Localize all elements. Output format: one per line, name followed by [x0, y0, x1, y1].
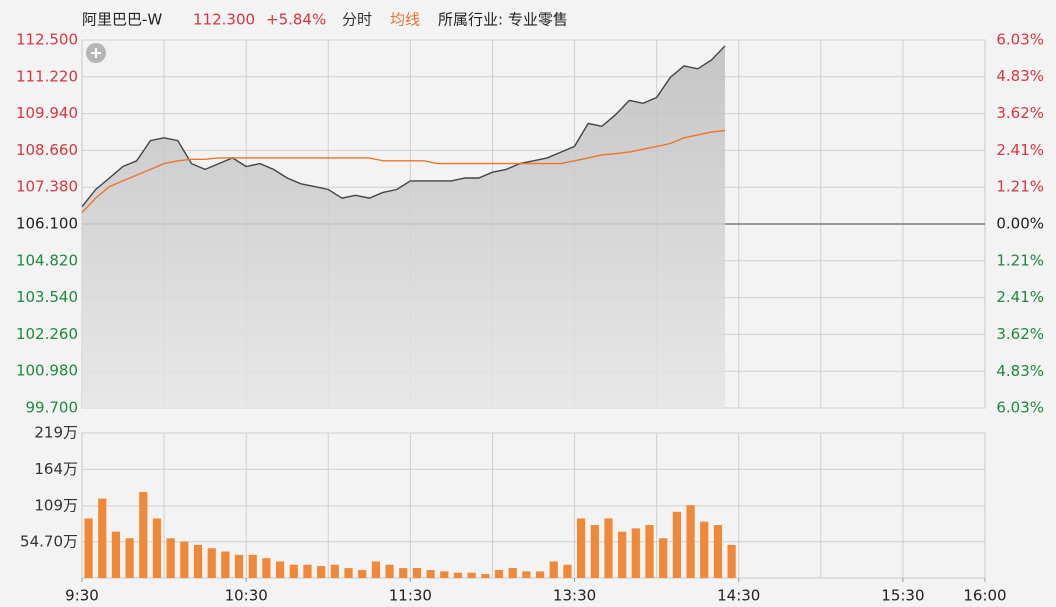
- volume-bar: [412, 568, 422, 578]
- volume-bar: [453, 572, 463, 578]
- stock-name: 阿里巴巴-W: [82, 11, 162, 29]
- y2-tick-label: 2.41%: [996, 288, 1044, 306]
- volume-bar: [604, 518, 613, 578]
- y-tick-label: 107.380: [16, 178, 78, 196]
- avg-line: [81, 129, 726, 213]
- price-area: [82, 45, 726, 409]
- volume-bar: [262, 558, 271, 578]
- volume-bar: [303, 564, 312, 578]
- volume-bar: [248, 554, 257, 578]
- volume-bar: [180, 541, 189, 578]
- y-tick-label: 109万: [34, 496, 78, 514]
- volume-bar: [399, 568, 408, 578]
- volume-bar: [358, 570, 367, 578]
- volume-bar: [207, 548, 216, 578]
- volume-bar: [645, 525, 654, 578]
- volume-bar: [344, 568, 353, 578]
- volume-bar: [111, 531, 121, 578]
- volume-bar: [221, 551, 230, 578]
- y-tick-label: 99.700: [26, 399, 79, 417]
- volume-bar: [330, 564, 339, 578]
- stock-price: 112.300: [193, 11, 255, 29]
- y-tick-label: 106.100: [16, 215, 78, 233]
- x-tick-label: 16:00: [963, 587, 1006, 605]
- volume-bar: [686, 505, 695, 578]
- volume-bar: [549, 561, 558, 578]
- y-tick-label: 109.940: [16, 104, 78, 122]
- volume-bar: [385, 564, 394, 578]
- x-tick-label: 15:30: [881, 587, 924, 605]
- volume-bar: [713, 525, 723, 578]
- volume-bar: [98, 498, 107, 578]
- y-tick-label: 54.70万: [20, 532, 78, 550]
- y2-tick-label: 3.62%: [996, 104, 1044, 122]
- x-tick-label: 9:30: [65, 587, 99, 605]
- volume-bar: [125, 538, 134, 578]
- y2-tick-label: 1.21%: [996, 178, 1044, 196]
- volume-bar: [508, 568, 517, 578]
- y2-tick-label: 0.00%: [996, 215, 1044, 233]
- x-tick-label: 11:30: [389, 587, 432, 605]
- stock-change: +5.84%: [266, 11, 326, 29]
- y2-tick-label: 3.62%: [996, 325, 1044, 343]
- volume-bar: [152, 518, 162, 578]
- y2-tick-label: 6.03%: [996, 399, 1044, 417]
- volume-bar: [618, 531, 627, 578]
- zoom-button[interactable]: [86, 43, 106, 63]
- volume-bar: [84, 518, 93, 578]
- y2-tick-label: 4.83%: [996, 362, 1044, 380]
- y-tick-label: 111.220: [16, 67, 78, 85]
- volume-bar: [522, 571, 531, 578]
- volume-bar: [659, 538, 668, 578]
- y-tick-label: 164万: [34, 460, 78, 478]
- volume-bar: [139, 491, 148, 578]
- y2-tick-label: 4.83%: [996, 67, 1044, 85]
- legend-price[interactable]: 分时: [342, 11, 372, 29]
- y2-tick-label: 2.41%: [996, 141, 1044, 159]
- volume-bar: [577, 518, 586, 578]
- volume-bar: [481, 574, 490, 578]
- volume-bar: [440, 571, 449, 578]
- y-tick-label: 112.500: [16, 31, 78, 49]
- volume-bar: [234, 554, 244, 578]
- volume-bar: [166, 538, 175, 578]
- volume-bar: [371, 561, 380, 578]
- y-tick-label: 103.540: [16, 288, 78, 306]
- legend-avg[interactable]: 均线: [390, 11, 420, 29]
- volume-bar: [467, 572, 476, 578]
- y-tick-label: 102.260: [16, 325, 78, 343]
- volume-bar: [426, 570, 435, 578]
- volume-bar: [631, 528, 640, 578]
- volume-bar: [535, 571, 545, 578]
- industry: 所属行业: 专业零售: [438, 11, 568, 29]
- volume-bar: [727, 544, 736, 578]
- x-tick-label: 14:30: [717, 587, 760, 605]
- volume-bar: [672, 511, 681, 578]
- y-tick-label: 104.820: [16, 251, 78, 269]
- y-tick-label: 108.660: [16, 141, 78, 159]
- y2-tick-label: 6.03%: [996, 31, 1044, 49]
- y-tick-label: 100.980: [16, 362, 78, 380]
- volume-bar: [700, 521, 709, 578]
- volume-bar: [317, 566, 326, 578]
- y2-tick-label: 1.21%: [996, 251, 1044, 269]
- y-tick-label: 219万: [34, 424, 78, 442]
- volume-bar: [193, 544, 203, 578]
- x-tick-label: 13:30: [553, 587, 596, 605]
- x-tick-label: 10:30: [225, 587, 268, 605]
- volume-bar: [590, 525, 599, 578]
- volume-bar: [289, 564, 298, 578]
- volume-bar: [276, 561, 285, 578]
- volume-bar: [563, 564, 572, 578]
- volume-bar: [494, 570, 504, 578]
